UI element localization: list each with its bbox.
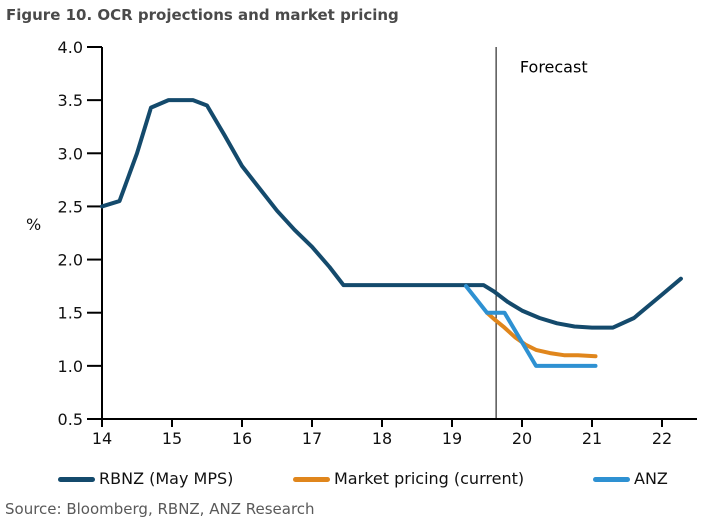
forecast-label: Forecast xyxy=(520,58,588,77)
y-tick-label: 0.5 xyxy=(58,410,83,429)
x-tick-label: 16 xyxy=(232,429,252,448)
x-tick-label: 14 xyxy=(92,429,112,448)
source-note: Source: Bloomberg, RBNZ, ANZ Research xyxy=(5,500,315,518)
legend-swatch-icon xyxy=(293,476,330,482)
series-line-rbnz-may-mps xyxy=(100,98,683,330)
y-tick-label: 2.0 xyxy=(58,251,83,270)
series-line-anz xyxy=(464,284,598,368)
legend-item: Market pricing (current) xyxy=(293,467,524,491)
x-tick-label: 19 xyxy=(442,429,462,448)
y-tick-label: 1.5 xyxy=(58,304,83,323)
y-tick-label: 4.0 xyxy=(58,38,83,57)
chart-legend: RBNZ (May MPS) Market pricing (current) AN… xyxy=(0,467,714,491)
y-tick-label: 2.5 xyxy=(58,197,83,216)
legend-item: RBNZ (May MPS) xyxy=(58,467,233,491)
x-tick-label: 15 xyxy=(162,429,182,448)
legend-label: ANZ xyxy=(634,469,668,488)
legend-item: ANZ xyxy=(593,467,668,491)
legend-swatch-icon xyxy=(593,476,630,482)
x-tick-label: 18 xyxy=(372,429,392,448)
y-tick-label: 1.0 xyxy=(58,357,83,376)
legend-label: RBNZ (May MPS) xyxy=(99,469,234,488)
y-axis-unit-label: % xyxy=(26,215,42,234)
x-tick-label: 22 xyxy=(652,429,672,448)
x-tick-label: 21 xyxy=(582,429,602,448)
legend-swatch-icon xyxy=(58,476,95,482)
legend-label: Market pricing (current) xyxy=(334,469,525,488)
x-tick-label: 20 xyxy=(512,429,532,448)
y-tick-label: 3.0 xyxy=(58,144,83,163)
series-line-market-pricing-current xyxy=(485,310,598,359)
figure-title: Figure 10. OCR projections and market pr… xyxy=(6,6,399,24)
y-tick-label: 3.5 xyxy=(58,91,83,110)
x-tick-label: 17 xyxy=(302,429,322,448)
